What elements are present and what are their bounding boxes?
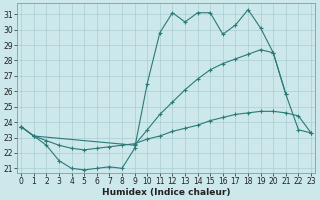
X-axis label: Humidex (Indice chaleur): Humidex (Indice chaleur) <box>102 188 230 197</box>
